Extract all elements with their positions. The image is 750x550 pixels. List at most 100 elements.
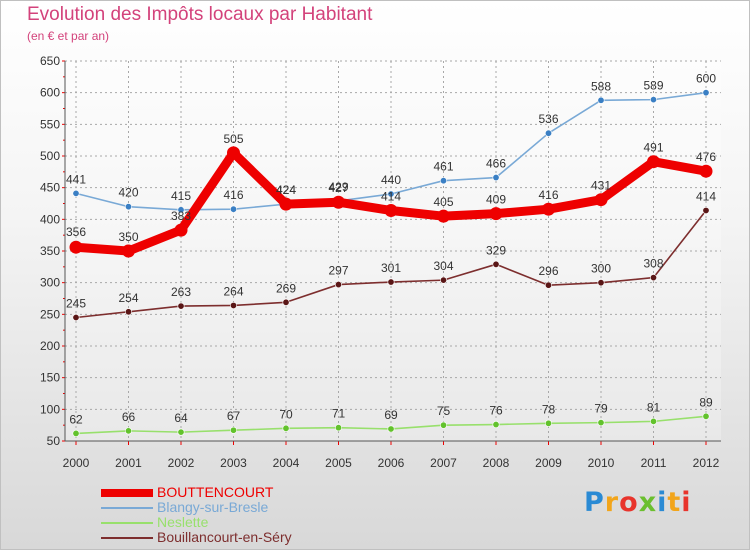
y-tick-label: 550 — [40, 117, 60, 131]
legend-item: Bouillancourt-en-Séry — [101, 529, 361, 545]
plot-area — [65, 61, 721, 441]
data-point — [69, 240, 83, 254]
data-point — [125, 203, 133, 211]
logo-letter: i — [657, 487, 668, 518]
x-tick-label: 2004 — [273, 456, 300, 470]
y-tick-label: 200 — [40, 339, 60, 353]
proxiti-logo: Proxiti — [584, 487, 692, 518]
data-point — [597, 419, 605, 427]
data-label: 441 — [66, 172, 86, 186]
data-label: 296 — [538, 264, 558, 278]
data-point — [489, 207, 503, 221]
chart-title: Evolution des Impôts locaux par Habitant — [27, 4, 373, 25]
data-label: 505 — [223, 132, 243, 146]
data-label: 405 — [433, 195, 453, 209]
data-label: 62 — [69, 412, 83, 426]
data-point — [542, 202, 555, 216]
y-tick-label: 50 — [47, 434, 61, 448]
data-point — [230, 301, 238, 309]
chart-subtitle: (en € et par an) — [27, 29, 110, 43]
legend-item: Blangy-sur-Bresle — [101, 499, 361, 515]
data-point — [649, 274, 657, 282]
data-point — [227, 146, 240, 160]
chart-legend: BOUTTENCOURT Blangy-sur-Bresle Neslette Bou… — [101, 484, 361, 545]
data-point — [282, 298, 290, 306]
data-label: 588 — [591, 79, 611, 93]
data-label: 269 — [276, 281, 296, 295]
data-label: 414 — [381, 189, 401, 203]
y-tick-label: 150 — [40, 371, 60, 385]
data-point — [544, 129, 552, 137]
data-point — [334, 424, 342, 432]
data-point — [230, 205, 238, 213]
data-point — [125, 427, 133, 435]
data-label: 440 — [381, 173, 401, 187]
data-label: 356 — [66, 225, 86, 239]
data-point — [122, 244, 135, 258]
data-label: 75 — [437, 404, 451, 418]
logo-letter: o — [619, 487, 639, 518]
series-bouttencourt: 356 350 383 505 424 427 414 405 409 416 431 491 476 — [66, 132, 716, 258]
data-label: 409 — [486, 193, 506, 207]
data-label: 416 — [223, 188, 243, 202]
logo-letter: P — [584, 487, 605, 518]
legend-swatch — [101, 537, 153, 539]
data-label: 66 — [122, 410, 136, 424]
data-label: 429 — [328, 180, 348, 194]
data-label: 301 — [381, 261, 401, 275]
data-label: 79 — [594, 402, 608, 416]
legend-swatch — [101, 522, 153, 524]
data-label: 427 — [328, 181, 348, 195]
data-label: 304 — [433, 259, 453, 273]
data-label: 263 — [171, 285, 191, 299]
y-tick-label: 350 — [40, 244, 60, 258]
data-point — [72, 429, 80, 437]
data-label: 297 — [328, 264, 348, 278]
y-tick-label: 100 — [40, 402, 60, 416]
data-label: 70 — [279, 407, 293, 421]
data-label: 466 — [486, 157, 506, 171]
data-label: 383 — [171, 209, 191, 223]
data-label: 71 — [332, 407, 346, 421]
x-tick-label: 2010 — [588, 456, 615, 470]
data-point — [387, 278, 395, 286]
y-tick-label: 650 — [40, 54, 60, 68]
x-tick-label: 2000 — [63, 456, 90, 470]
legend-label: Blangy-sur-Bresle — [157, 499, 269, 515]
data-label: 329 — [486, 243, 506, 257]
data-label: 416 — [538, 188, 558, 202]
x-tick-label: 2011 — [641, 456, 667, 470]
data-point — [439, 276, 447, 284]
data-point — [384, 203, 398, 217]
data-label: 461 — [433, 160, 453, 174]
data-point — [492, 260, 500, 268]
data-point — [177, 428, 185, 436]
data-label: 300 — [591, 262, 611, 276]
y-tick-label: 500 — [40, 149, 60, 163]
data-label: 67 — [227, 409, 241, 423]
data-point — [174, 223, 188, 237]
data-point — [332, 195, 345, 209]
data-point — [279, 197, 293, 211]
x-tick-label: 2012 — [693, 456, 720, 470]
data-point — [594, 193, 608, 207]
legend-item: BOUTTENCOURT — [101, 484, 361, 500]
series-neslette: 62 66 64 67 70 71 69 75 76 78 79 81 89 — [69, 395, 713, 437]
data-label: 414 — [696, 189, 716, 203]
legend-item: Neslette — [101, 514, 361, 530]
data-point — [702, 412, 710, 420]
y-tick-label: 450 — [40, 181, 60, 195]
x-tick-label: 2005 — [325, 456, 352, 470]
data-point — [544, 281, 552, 289]
data-label: 76 — [489, 404, 503, 418]
data-point — [439, 177, 447, 185]
data-point — [597, 279, 605, 287]
data-point — [647, 155, 660, 169]
data-point — [230, 426, 238, 434]
data-label: 78 — [542, 402, 556, 416]
data-label: 424 — [276, 183, 296, 197]
data-point — [437, 209, 450, 223]
data-point — [702, 206, 710, 214]
x-tick-label: 2007 — [430, 456, 457, 470]
data-point — [699, 164, 713, 178]
